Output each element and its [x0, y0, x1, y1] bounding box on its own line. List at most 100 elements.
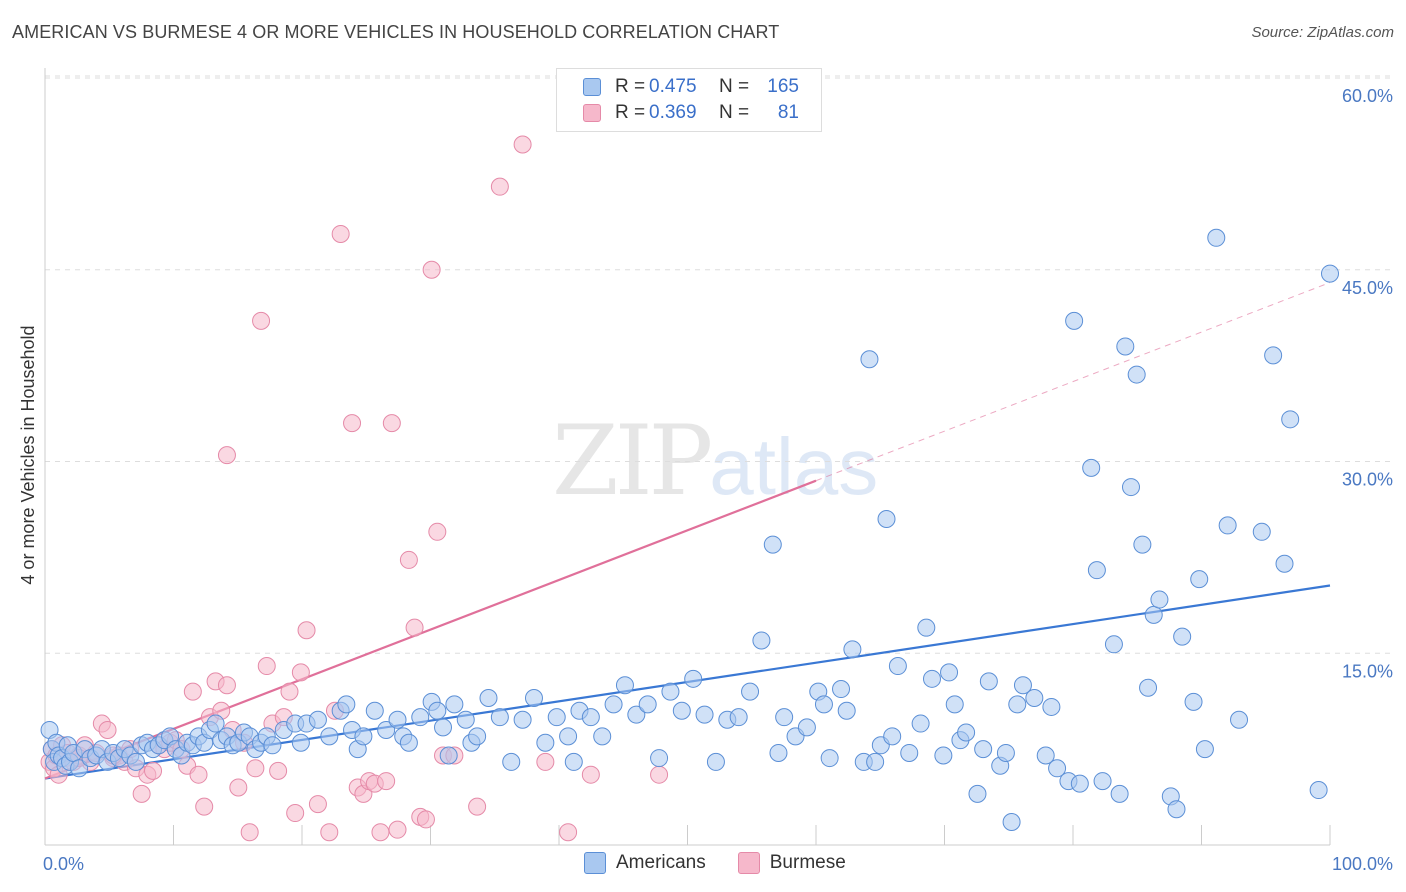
americans-point: [524, 688, 543, 707]
americans-point: [1218, 516, 1237, 535]
source-label: Source: ZipAtlas.com: [1251, 24, 1394, 41]
americans-point: [1104, 635, 1123, 654]
americans-point: [320, 727, 339, 746]
y-tick-label: 30.0%: [1342, 470, 1393, 490]
burmese-point: [513, 135, 532, 154]
americans-point: [837, 701, 856, 720]
burmese-point: [240, 823, 259, 842]
legend-r-value: 0.369: [649, 102, 697, 123]
legend-r-value: 0.475: [649, 76, 697, 97]
americans-point: [729, 708, 748, 727]
burmese-point: [252, 311, 271, 330]
burmese-point: [269, 761, 288, 780]
legend-item-americans[interactable]: Americans: [584, 852, 706, 874]
burmese-point: [246, 759, 265, 778]
legend-swatch-burmese: [737, 852, 760, 874]
americans-point: [797, 718, 816, 737]
americans-point: [263, 736, 282, 755]
americans-point: [377, 720, 396, 739]
legend-n-label: N =: [719, 102, 750, 123]
legend-item-burmese[interactable]: Burmese: [737, 852, 846, 874]
burmese-point: [280, 682, 299, 701]
americans-point: [615, 676, 634, 695]
americans-point: [1082, 458, 1101, 477]
burmese-point: [559, 823, 578, 842]
americans-point: [877, 510, 896, 529]
burmese-point: [183, 682, 202, 701]
americans-point: [604, 695, 623, 714]
americans-point: [1133, 535, 1152, 554]
americans-point: [1013, 676, 1032, 695]
burmese-point: [405, 618, 424, 637]
americans-point: [1150, 590, 1169, 609]
burmese-point: [371, 823, 390, 842]
americans-point: [411, 708, 430, 727]
y-tick-label: 15.0%: [1342, 661, 1393, 681]
burmese-point: [388, 820, 407, 839]
americans-point: [126, 752, 145, 771]
americans-point: [490, 708, 509, 727]
americans-point: [860, 350, 879, 369]
burmese-point: [416, 810, 435, 829]
grid: [45, 75, 1395, 654]
americans-point: [1121, 478, 1140, 497]
x-tick-label-max: 100.0%: [1332, 854, 1393, 874]
burmese-point: [468, 797, 487, 816]
americans-point: [1048, 759, 1067, 778]
americans-point: [502, 752, 521, 771]
americans-point: [439, 746, 458, 765]
americans-point: [434, 718, 453, 737]
burmese-point: [377, 772, 396, 791]
burmese-point: [229, 778, 248, 797]
legend-series: Americans Burmese: [584, 852, 878, 874]
americans-point: [468, 727, 487, 746]
americans-point: [206, 714, 225, 733]
americans-point: [1070, 774, 1089, 793]
americans-point: [911, 714, 930, 733]
burmese-point: [428, 522, 447, 541]
burmese-point: [195, 797, 214, 816]
americans-point: [399, 733, 418, 752]
americans-point: [1036, 746, 1055, 765]
y-tick-label: 60.0%: [1342, 86, 1393, 106]
americans-point: [741, 682, 760, 701]
americans-point: [581, 708, 600, 727]
americans-point: [536, 733, 555, 752]
ticks: 15.0% 30.0% 45.0% 60.0% 0.0% 100.0%: [43, 86, 1393, 874]
americans-point: [1309, 781, 1328, 800]
legend-label-americans: Americans: [616, 852, 706, 873]
americans-point: [559, 727, 578, 746]
americans-point: [1008, 695, 1027, 714]
americans-point: [650, 749, 669, 768]
axes: [44, 68, 1331, 846]
americans-point: [684, 669, 703, 688]
americans-point: [661, 682, 680, 701]
legend-n-value: 165: [767, 76, 799, 97]
americans-point: [672, 701, 691, 720]
americans-point: [979, 672, 998, 691]
americans-point: [695, 705, 714, 724]
americans-point: [814, 695, 833, 714]
americans-point: [763, 535, 782, 554]
americans-point: [1087, 561, 1106, 580]
burmese-point: [320, 823, 339, 842]
burmese-point: [217, 446, 236, 465]
americans-point: [1275, 554, 1294, 573]
americans-point: [1093, 772, 1112, 791]
americans-point: [1002, 812, 1021, 831]
legend-swatch-americans: [584, 852, 606, 874]
americans-point: [456, 710, 475, 729]
americans-point: [706, 752, 725, 771]
americans-point: [934, 746, 953, 765]
americans-point: [1110, 784, 1129, 803]
burmese-point: [291, 663, 310, 682]
americans-point: [1139, 678, 1158, 697]
americans-point: [638, 695, 657, 714]
burmese-point: [650, 765, 669, 784]
americans-point: [428, 701, 447, 720]
americans-point: [1144, 605, 1163, 624]
americans-point: [866, 752, 885, 771]
americans-point: [1230, 710, 1249, 729]
americans-point: [365, 701, 384, 720]
